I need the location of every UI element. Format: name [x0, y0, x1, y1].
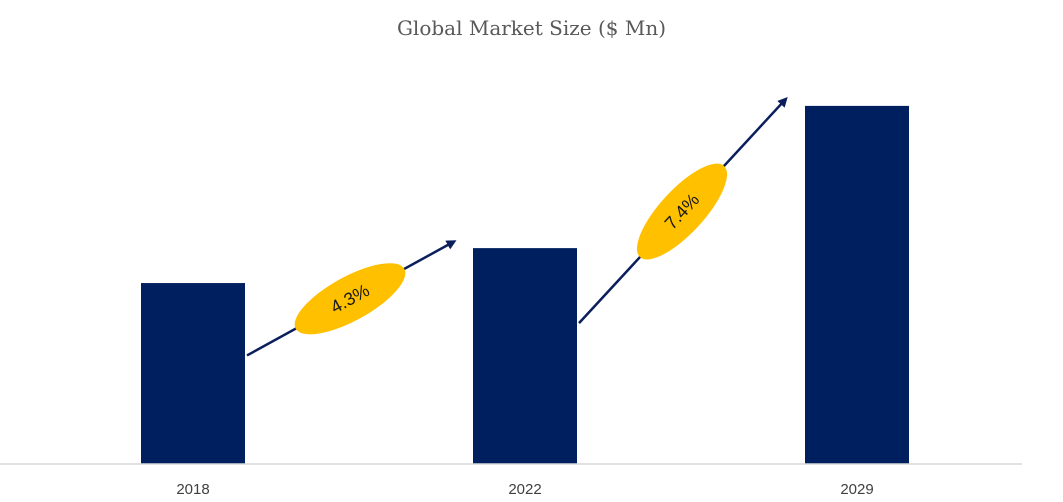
- cagr-badge-shape: [636, 163, 728, 260]
- cagr-badge-2: 7.4%: [636, 163, 728, 260]
- bar-2029: [805, 105, 909, 465]
- x-tick-label-2018: 2018: [176, 481, 209, 498]
- x-tick-labels: 2018 2022 2029: [176, 481, 873, 498]
- bars-layer: [141, 105, 909, 465]
- cagr-badge-shape: [294, 263, 406, 335]
- cagr-annotations: 4.3% 7.4%: [246, 96, 788, 357]
- bar-2018: [141, 283, 245, 464]
- cagr-badge-1: 4.3%: [294, 263, 406, 335]
- bar-2022: [473, 248, 577, 464]
- x-tick-label-2022: 2022: [508, 481, 541, 498]
- chart-title: Global Market Size ($ Mn): [396, 16, 667, 40]
- x-tick-label-2029: 2029: [840, 481, 873, 498]
